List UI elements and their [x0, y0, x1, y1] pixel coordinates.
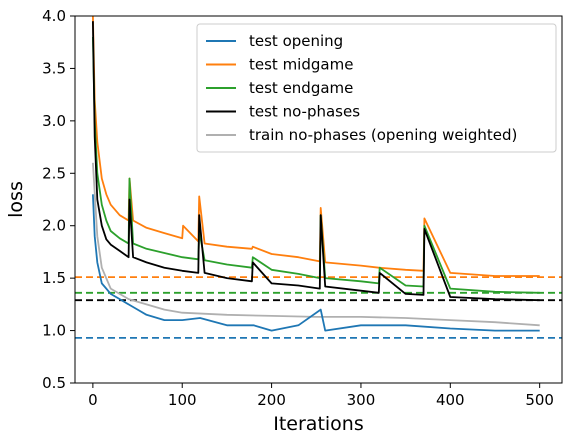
- y-tick-label: 3.5: [42, 59, 66, 77]
- series-line-test-endgame: [92, 36, 540, 294]
- series-line-test-midgame: [92, 16, 540, 277]
- y-tick-label: 3.0: [42, 112, 66, 130]
- x-tick-label: 200: [257, 391, 286, 409]
- reference-lines: [75, 276, 562, 339]
- x-tick-label: 400: [436, 391, 465, 409]
- series-lines: [92, 16, 540, 332]
- x-axis-title: Iterations: [273, 413, 364, 435]
- y-tick-label: 2.5: [42, 164, 66, 182]
- y-axis-ticks: 0.5 1.0 1.5 2.0 2.5 3.0 3.5 4.0: [42, 7, 75, 392]
- x-tick-label: 0: [88, 391, 98, 409]
- legend-label: test midgame: [249, 56, 353, 74]
- series-line-test-no-phases: [92, 21, 540, 302]
- plot-frame: [74, 15, 563, 384]
- legend: test opening test midgame test endgame test…: [196, 23, 557, 153]
- y-tick-label: 2.0: [42, 217, 66, 235]
- legend-label: test opening: [249, 32, 343, 50]
- legend-label: test endgame: [249, 79, 353, 97]
- y-tick-label: 4.0: [42, 7, 66, 25]
- legend-label: train no-phases (opening weighted): [249, 126, 517, 144]
- y-tick-label: 1.5: [42, 269, 66, 287]
- x-tick-label: 100: [168, 391, 197, 409]
- y-tick-label: 0.5: [42, 374, 66, 392]
- x-axis-ticks: 0 100 200 300 400 500: [88, 383, 554, 409]
- x-tick-label: 500: [525, 391, 554, 409]
- legend-box: [196, 23, 557, 153]
- series-line-train-no-phases-opening-weighted-: [92, 162, 540, 327]
- x-tick-label: 300: [347, 391, 376, 409]
- y-tick-label: 1.0: [42, 322, 66, 340]
- y-axis-title: loss: [5, 181, 27, 218]
- series-line-test-opening: [92, 194, 540, 332]
- legend-label: test no-phases: [249, 103, 360, 121]
